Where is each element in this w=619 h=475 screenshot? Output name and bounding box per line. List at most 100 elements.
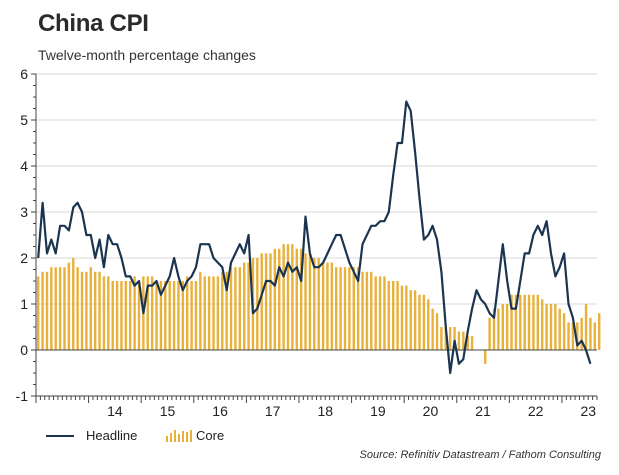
core-bar bbox=[150, 276, 154, 350]
core-bar bbox=[435, 313, 439, 350]
core-bars bbox=[36, 244, 601, 364]
core-bar bbox=[212, 276, 215, 350]
core-bar bbox=[593, 322, 597, 350]
x-tick-label: 14 bbox=[107, 403, 123, 419]
core-bar bbox=[321, 262, 325, 350]
core-bar bbox=[370, 271, 373, 350]
core-bar bbox=[168, 281, 171, 350]
axes bbox=[31, 73, 598, 403]
core-bar bbox=[326, 262, 329, 350]
core-bar bbox=[89, 267, 92, 350]
core-bar bbox=[536, 294, 540, 350]
core-bar bbox=[133, 276, 136, 350]
core-bar bbox=[527, 294, 531, 350]
core-bar bbox=[308, 253, 312, 350]
core-bar bbox=[330, 262, 334, 350]
core-bar bbox=[343, 267, 347, 350]
legend-core: Core bbox=[166, 428, 224, 443]
core-bar bbox=[396, 281, 399, 350]
core-bar bbox=[422, 294, 426, 350]
core-bar bbox=[36, 276, 40, 350]
core-bar bbox=[177, 281, 180, 350]
headline-series bbox=[37, 100, 592, 375]
core-bar bbox=[229, 267, 233, 350]
core-bar bbox=[361, 271, 364, 350]
core-bar bbox=[541, 299, 544, 350]
y-tick-label: 1 bbox=[20, 296, 28, 312]
core-bar bbox=[199, 271, 202, 350]
core-bar bbox=[313, 258, 316, 350]
y-tick-label: 2 bbox=[20, 250, 28, 266]
core-bar bbox=[378, 276, 382, 350]
chart-title: China CPI bbox=[38, 10, 149, 37]
core-bar bbox=[137, 281, 141, 350]
core-bar bbox=[295, 248, 298, 350]
legend-headline-swatch bbox=[46, 434, 74, 437]
y-tick-label: -1 bbox=[16, 388, 29, 404]
core-bar bbox=[234, 267, 237, 350]
core-bar bbox=[269, 253, 272, 350]
core-bar bbox=[545, 304, 548, 350]
core-bar bbox=[286, 244, 290, 350]
core-bar bbox=[111, 281, 114, 350]
core-bar bbox=[567, 322, 570, 350]
x-tick-label: 16 bbox=[212, 403, 228, 419]
core-bar bbox=[85, 271, 88, 350]
core-bar bbox=[67, 262, 71, 350]
core-bar bbox=[352, 267, 355, 350]
y-tick-label: 6 bbox=[20, 66, 28, 82]
core-bar bbox=[172, 281, 176, 350]
core-bar bbox=[514, 294, 518, 350]
y-tick-label: 0 bbox=[20, 342, 28, 358]
core-bar bbox=[41, 271, 44, 350]
core-bar bbox=[124, 281, 128, 350]
core-bar bbox=[501, 304, 504, 350]
core-bar bbox=[488, 317, 491, 350]
core-bar bbox=[427, 299, 430, 350]
core-bar bbox=[115, 281, 119, 350]
legend-core-label: Core bbox=[196, 428, 225, 443]
legend-core-swatch bbox=[166, 429, 192, 442]
core-bar bbox=[549, 304, 553, 350]
core-bar bbox=[335, 267, 338, 350]
x-tick-label: 15 bbox=[160, 403, 176, 419]
y-tick-label: 5 bbox=[20, 112, 28, 128]
source-note: Source: Refinitiv Datastream / Fathom Co… bbox=[359, 449, 602, 461]
core-bar bbox=[510, 294, 513, 350]
core-bar bbox=[159, 281, 163, 350]
core-bar bbox=[72, 258, 75, 350]
legend-headline: Headline bbox=[46, 428, 137, 443]
core-bar bbox=[387, 281, 391, 350]
core-bar bbox=[107, 276, 110, 350]
x-tick-label: 21 bbox=[475, 403, 491, 419]
core-bar bbox=[558, 308, 561, 350]
x-tick-label: 17 bbox=[265, 403, 281, 419]
core-bar bbox=[576, 322, 579, 350]
core-bar bbox=[505, 304, 509, 350]
core-bar bbox=[225, 271, 228, 350]
core-bar bbox=[80, 271, 84, 350]
x-tick-label: 20 bbox=[423, 403, 439, 419]
x-tick-label: 22 bbox=[528, 403, 544, 419]
y-tick-label: 4 bbox=[20, 158, 28, 174]
y-tick-label: 3 bbox=[20, 204, 28, 220]
core-bar bbox=[453, 327, 456, 350]
core-bar bbox=[76, 267, 79, 350]
core-bar bbox=[45, 271, 49, 350]
core-bar bbox=[98, 271, 101, 350]
x-tick-label: 18 bbox=[317, 403, 333, 419]
core-bar bbox=[409, 290, 412, 350]
core-bar bbox=[444, 327, 447, 350]
chart-subtitle: Twelve-month percentage changes bbox=[38, 47, 256, 63]
x-tick-label: 23 bbox=[580, 403, 596, 419]
core-bar bbox=[155, 281, 158, 350]
core-bar bbox=[391, 281, 395, 350]
core-bar bbox=[146, 276, 149, 350]
core-bar bbox=[365, 271, 369, 350]
core-bar bbox=[54, 267, 57, 350]
core-bar bbox=[207, 276, 211, 350]
legend-headline-label: Headline bbox=[86, 428, 138, 443]
core-bar bbox=[58, 267, 62, 350]
core-bar bbox=[186, 276, 189, 350]
